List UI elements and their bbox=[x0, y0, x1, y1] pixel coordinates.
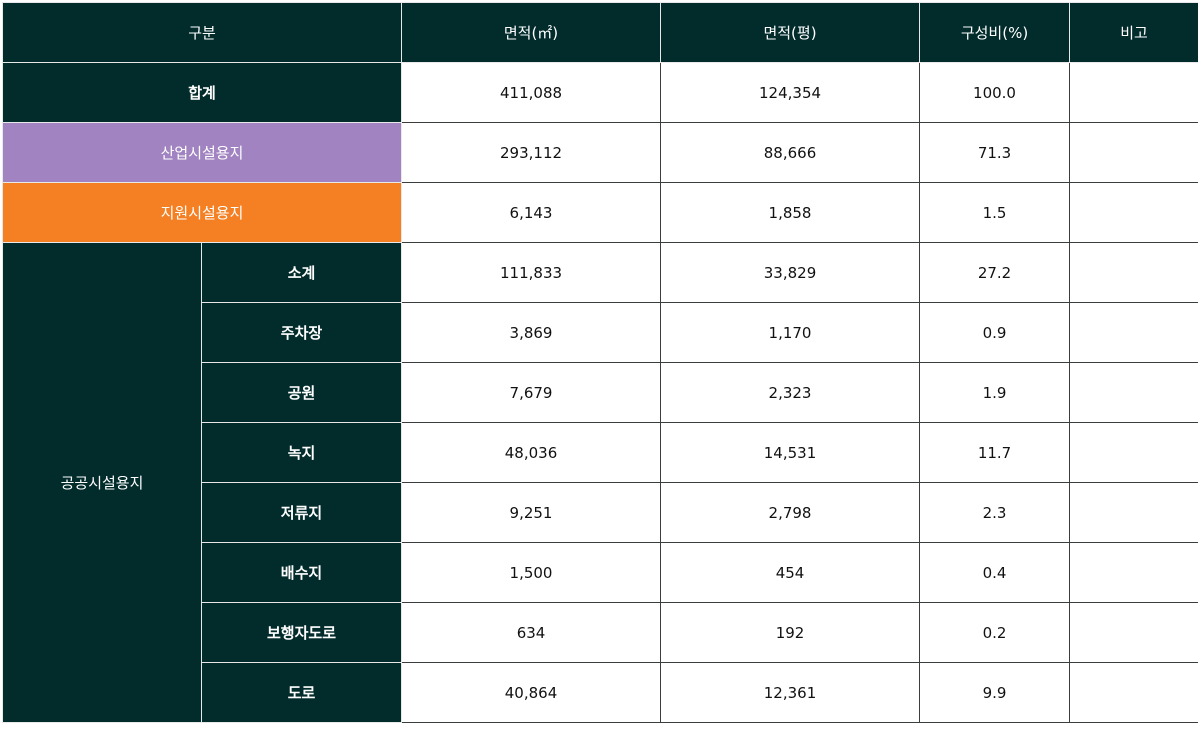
header-note: 비고 bbox=[1069, 2, 1198, 63]
cell-area-m2: 9,251 bbox=[401, 482, 662, 543]
cell-area-pyeong: 1,858 bbox=[660, 182, 921, 243]
table-row-public-subtotal: 공공시설용지 소계 111,833 33,829 27.2 bbox=[2, 242, 1198, 723]
sub-label: 녹지 bbox=[200, 422, 403, 483]
cell-note bbox=[1069, 122, 1198, 183]
cell-area-pyeong: 14,531 bbox=[660, 422, 921, 483]
cell-note bbox=[1069, 182, 1198, 243]
row-label-total: 합계 bbox=[1, 62, 403, 123]
cell-area-pyeong: 12,361 bbox=[660, 662, 921, 723]
sub-label: 소계 bbox=[200, 242, 403, 303]
cell-area-pyeong: 2,323 bbox=[660, 362, 921, 423]
cell-note bbox=[1069, 422, 1198, 483]
table-row-green: 녹지 48,036 14,531 11.7 bbox=[3, 422, 1198, 483]
cell-area-m2: 7,679 bbox=[401, 362, 662, 423]
cell-area-pyeong: 124,354 bbox=[660, 62, 921, 123]
table-row-reservoir: 배수지 1,500 454 0.4 bbox=[3, 542, 1198, 603]
sub-label: 배수지 bbox=[200, 542, 403, 603]
sub-label: 저류지 bbox=[200, 482, 403, 543]
header-ratio: 구성비(%) bbox=[919, 2, 1071, 63]
sub-label: 공원 bbox=[200, 362, 403, 423]
cell-area-m2: 293,112 bbox=[401, 122, 662, 183]
cell-area-m2: 411,088 bbox=[401, 62, 662, 123]
cell-ratio: 1.9 bbox=[919, 362, 1071, 423]
cell-ratio: 0.9 bbox=[919, 302, 1071, 363]
row-label-support: 지원시설용지 bbox=[1, 182, 403, 243]
cell-note bbox=[1069, 602, 1198, 663]
table-row-industrial: 산업시설용지 293,112 88,666 71.3 bbox=[1, 122, 1198, 183]
table-row-support: 지원시설용지 6,143 1,858 1.5 bbox=[1, 182, 1198, 243]
cell-ratio: 27.2 bbox=[919, 242, 1071, 303]
header-area-pyeong: 면적(평) bbox=[660, 2, 921, 63]
header-area-m2: 면적(㎡) bbox=[401, 2, 662, 63]
table-row-road: 도로 40,864 12,361 9.9 bbox=[3, 662, 1198, 723]
sub-label: 보행자도로 bbox=[200, 602, 403, 663]
cell-area-m2: 48,036 bbox=[401, 422, 662, 483]
cell-note bbox=[1069, 362, 1198, 423]
cell-area-m2: 1,500 bbox=[401, 542, 662, 603]
cell-ratio: 11.7 bbox=[919, 422, 1071, 483]
sub-label: 주차장 bbox=[200, 302, 403, 363]
cell-note bbox=[1069, 662, 1198, 723]
cell-area-m2: 40,864 bbox=[401, 662, 662, 723]
cell-area-m2: 634 bbox=[401, 602, 662, 663]
sub-label: 도로 bbox=[200, 662, 403, 723]
cell-area-m2: 111,833 bbox=[401, 242, 662, 303]
cell-ratio: 0.4 bbox=[919, 542, 1071, 603]
table-row-parking: 주차장 3,869 1,170 0.9 bbox=[3, 302, 1198, 363]
cell-note bbox=[1069, 62, 1198, 123]
cell-area-m2: 6,143 bbox=[401, 182, 662, 243]
cell-note bbox=[1069, 242, 1198, 303]
cell-area-pyeong: 1,170 bbox=[660, 302, 921, 363]
cell-area-pyeong: 192 bbox=[660, 602, 921, 663]
row-label-public: 공공시설용지 bbox=[2, 242, 202, 723]
table-header-row: 구분 면적(㎡) 면적(평) 구성비(%) 비고 bbox=[1, 2, 1198, 63]
cell-area-pyeong: 33,829 bbox=[660, 242, 921, 303]
cell-ratio: 0.2 bbox=[919, 602, 1071, 663]
cell-area-pyeong: 88,666 bbox=[660, 122, 921, 183]
cell-ratio: 1.5 bbox=[919, 182, 1071, 243]
cell-ratio: 2.3 bbox=[919, 482, 1071, 543]
cell-note bbox=[1069, 302, 1198, 363]
table-row-retention: 저류지 9,251 2,798 2.3 bbox=[3, 482, 1198, 543]
cell-area-m2: 3,869 bbox=[401, 302, 662, 363]
cell-note bbox=[1069, 482, 1198, 543]
cell-ratio: 9.9 bbox=[919, 662, 1071, 723]
row-label-industrial: 산업시설용지 bbox=[1, 122, 403, 183]
cell-note bbox=[1069, 542, 1198, 603]
cell-ratio: 71.3 bbox=[919, 122, 1071, 183]
cell-area-pyeong: 2,798 bbox=[660, 482, 921, 543]
cell-ratio: 100.0 bbox=[919, 62, 1071, 123]
cell-area-pyeong: 454 bbox=[660, 542, 921, 603]
header-category: 구분 bbox=[1, 2, 403, 63]
table-row-total: 합계 411,088 124,354 100.0 bbox=[1, 62, 1198, 123]
table-row-park: 공원 7,679 2,323 1.9 bbox=[3, 362, 1198, 423]
